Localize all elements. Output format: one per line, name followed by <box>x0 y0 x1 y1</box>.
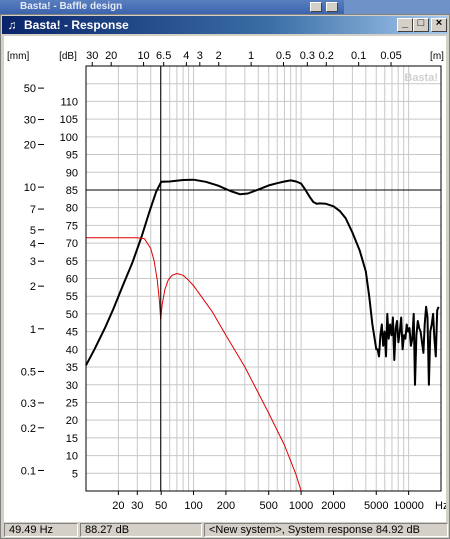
hz-tick-label: 10000 <box>393 500 424 512</box>
cursor-crosshair <box>86 66 441 491</box>
series-layer <box>85 178 441 492</box>
db-tick-label: 35 <box>66 362 78 374</box>
mm-tick-label: 20 <box>24 139 36 151</box>
bg-close-button[interactable] <box>326 2 338 12</box>
db-tick-label: 110 <box>60 96 78 108</box>
mm-tick-label: 0.5 <box>21 366 36 378</box>
mm-tick-label: 50 <box>24 83 36 95</box>
db-tick-label: 65 <box>66 256 78 268</box>
db-tick-label: 85 <box>66 185 78 197</box>
db-tick-label: 40 <box>66 344 78 356</box>
hz-tick-label: 200 <box>217 500 235 512</box>
hz-tick-label: 30 <box>131 500 143 512</box>
mm-tick-label: 3 <box>30 256 36 268</box>
mm-tick-label: 1 <box>30 324 36 336</box>
chart-area[interactable]: Basta! 110 105 100 95 90 85 80 75 70 65 60 55 50 45 40… <box>4 36 448 522</box>
db-tick-label: 100 <box>60 132 78 144</box>
status-bar: 49.49 Hz 88.27 dB <New system>, System r… <box>2 522 448 538</box>
m-tick-label: 30 <box>86 50 98 62</box>
db-tick-label: 90 <box>66 167 78 179</box>
status-frequency: 49.49 Hz <box>4 523 78 537</box>
window-title: Basta! - Response <box>24 18 129 32</box>
hz-tick-label: 5000 <box>364 500 388 512</box>
mm-tick-label: 2 <box>30 281 36 293</box>
mm-tick-label: 10 <box>24 182 36 194</box>
mm-tick-label: 30 <box>24 115 36 127</box>
window-titlebar[interactable]: ♫ Basta! - Response _ □ × <box>2 16 448 34</box>
minimize-button[interactable]: _ <box>397 17 413 32</box>
plot-frame <box>85 65 442 492</box>
mm-tick-label: 4 <box>30 238 36 250</box>
grid <box>86 66 441 491</box>
m-tick-label: 0.05 <box>380 50 401 62</box>
db-tick-label: 55 <box>66 291 78 303</box>
m-tick-label: 4 <box>183 50 189 62</box>
db-tick-label: 15 <box>66 433 78 445</box>
maximize-icon: □ <box>417 17 425 29</box>
db-tick-label: 20 <box>66 415 78 427</box>
watermark: Basta! <box>404 72 438 84</box>
mm-tick-label: 0.2 <box>21 423 36 435</box>
m-tick-label: 0.3 <box>300 50 315 62</box>
hz-tick-label: 500 <box>260 500 278 512</box>
m-tick-label: 1 <box>248 50 254 62</box>
hz-tick-label: 20 <box>112 500 124 512</box>
hz-tick-label: 1000 <box>289 500 313 512</box>
m-axis-unit: [m] <box>430 51 444 62</box>
db-tick-label: 105 <box>60 114 78 126</box>
axis-labels: 1101051009590858075706560555045403530252… <box>7 50 448 512</box>
series-response-line <box>85 178 440 386</box>
db-tick-label: 30 <box>66 380 78 392</box>
mm-tick-label: 0.1 <box>21 465 36 477</box>
hz-tick-label: 100 <box>184 500 202 512</box>
db-tick-label: 75 <box>66 220 78 232</box>
mm-tick-label: 7 <box>30 204 36 216</box>
background-window-title: Basta! - Baffle design <box>20 1 123 12</box>
hz-tick-label: 50 <box>155 500 167 512</box>
series-excursion-line <box>86 237 441 492</box>
bg-minimize-button[interactable] <box>310 2 322 12</box>
m-tick-label: 2 <box>216 50 222 62</box>
hz-tick-label: 2000 <box>321 500 345 512</box>
m-tick-label: 0.5 <box>276 50 291 62</box>
db-tick-label: 80 <box>66 203 78 215</box>
response-window: ♫ Basta! - Response _ □ × Basta! 110 105 1… <box>0 14 450 539</box>
status-system: <New system>, System response 84.92 dB <box>204 523 448 537</box>
db-tick-label: 25 <box>66 397 78 409</box>
status-level: 88.27 dB <box>80 523 202 537</box>
db-tick-label: 10 <box>66 451 78 463</box>
db-tick-label: 60 <box>66 274 78 286</box>
maximize-button[interactable]: □ <box>413 17 429 32</box>
m-tick-label: 0.1 <box>351 50 366 62</box>
m-tick-label: 0.2 <box>319 50 334 62</box>
app-icon: ♫ <box>7 18 17 32</box>
m-tick-label: 10 <box>137 50 149 62</box>
db-tick-label: 45 <box>66 327 78 339</box>
background-window[interactable]: Basta! - Baffle design <box>0 0 344 14</box>
mm-tick-label: 0.3 <box>21 398 36 410</box>
db-tick-label: 70 <box>66 238 78 250</box>
close-icon: × <box>435 17 443 29</box>
db-tick-label: 50 <box>66 309 78 321</box>
minimize-icon: _ <box>401 17 409 29</box>
db-tick-label: 95 <box>66 150 78 162</box>
m-tick-label: 6.5 <box>156 50 171 62</box>
mm-tick-label: 5 <box>30 225 36 237</box>
db-axis-unit: [dB] <box>59 51 77 62</box>
response-chart[interactable]: Basta! 110105100959085807570656055504540… <box>4 36 448 522</box>
db-tick-label: 5 <box>72 468 78 480</box>
close-button[interactable]: × <box>431 17 447 32</box>
m-tick-label: 20 <box>105 50 117 62</box>
m-tick-label: 3 <box>197 50 203 62</box>
mm-axis-unit: [mm] <box>7 51 29 62</box>
hz-axis-unit: Hz <box>435 500 446 512</box>
